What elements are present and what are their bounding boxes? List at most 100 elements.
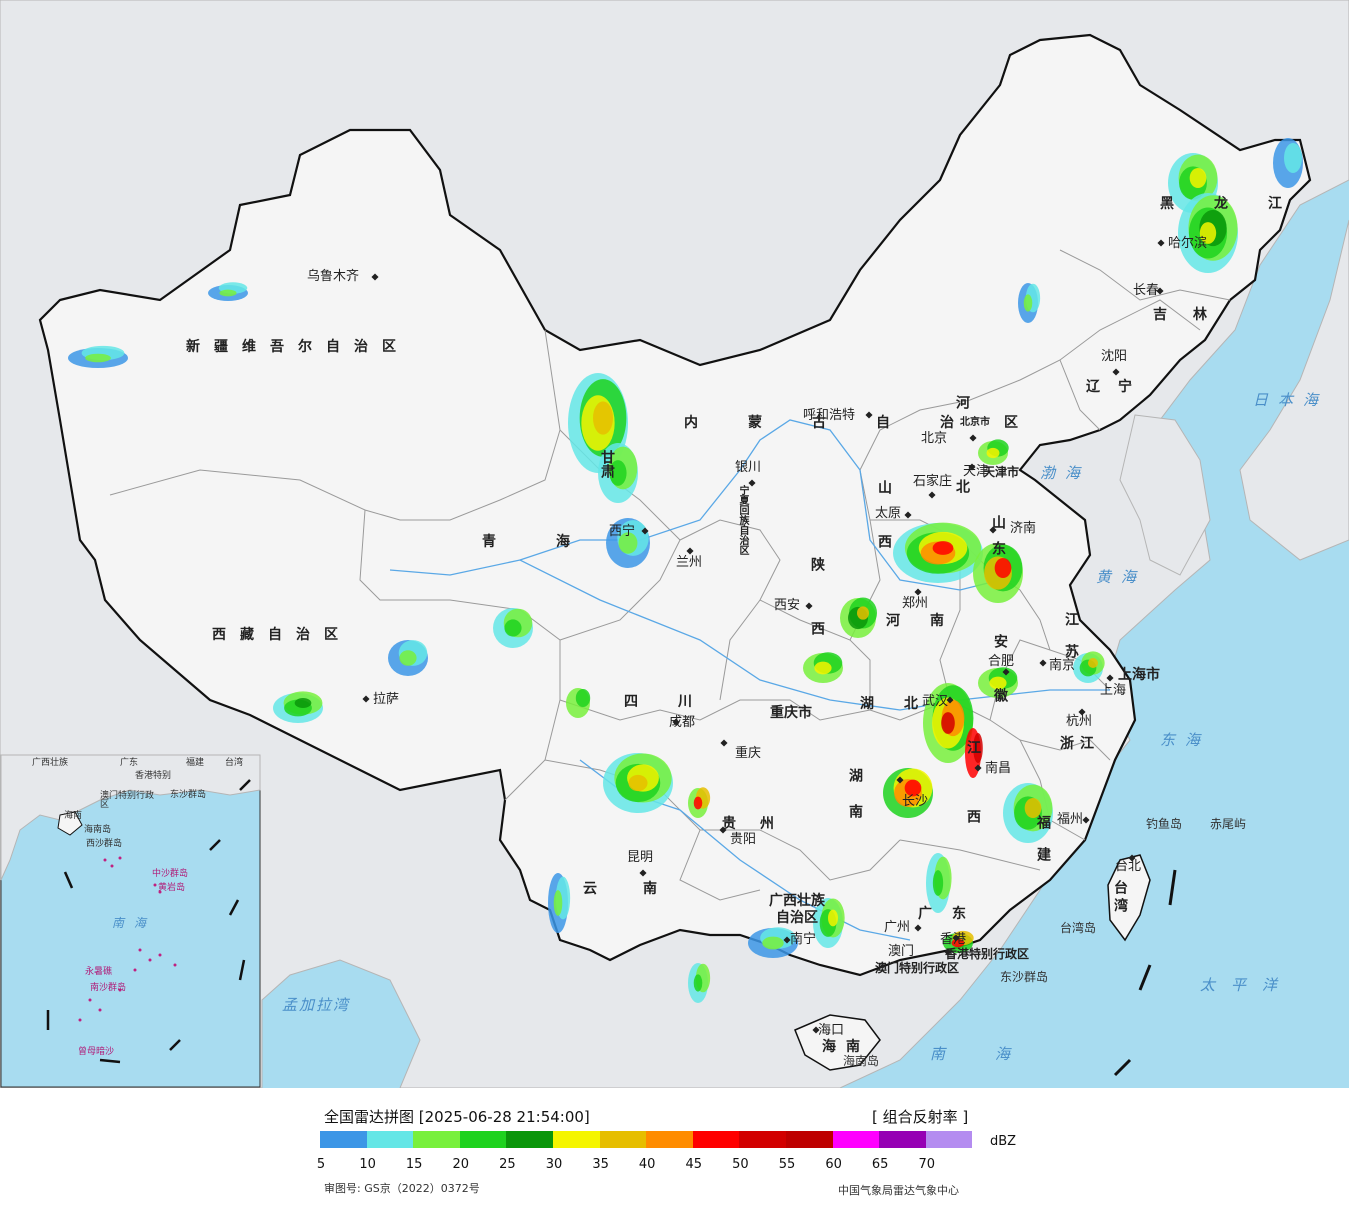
radar-echo — [762, 936, 784, 950]
tick-label: 20 — [452, 1157, 470, 1172]
radar-echo — [857, 606, 869, 620]
province-label: 广西壮族自治区 — [769, 893, 825, 926]
city-label: 北京 — [921, 431, 948, 446]
city-label: 哈尔滨 — [1168, 236, 1208, 251]
inset-label: 澳门特别行政区 — [100, 791, 155, 810]
city-marker — [914, 588, 922, 596]
province-label: 浙江 — [1060, 736, 1100, 752]
city-label: 乌鲁木齐 — [307, 269, 360, 284]
province-label: 青海 — [482, 534, 630, 550]
color-swatch — [552, 1131, 600, 1148]
inset-label: 黄岩岛 — [158, 883, 186, 893]
tick-label: 25 — [499, 1157, 516, 1172]
province-label: 内蒙古自治区 — [684, 415, 1068, 431]
inset-label: 中沙群岛 — [152, 869, 189, 879]
inset-label: 海南岛 — [84, 825, 112, 835]
city-label: 海口 — [818, 1023, 845, 1038]
color-swatch — [646, 1131, 693, 1148]
city-label: 银川 — [735, 460, 762, 475]
province-label: 重庆市 — [770, 705, 812, 721]
radar-echo — [973, 733, 983, 763]
city-marker — [946, 696, 954, 704]
product-name: [ 组合反射率 ] — [872, 1108, 969, 1126]
radar-echo — [932, 870, 944, 896]
city-marker — [362, 695, 370, 703]
taiwan-island — [1107, 854, 1151, 942]
radar-echo — [1284, 143, 1302, 173]
province-label: 甘肃 — [599, 450, 615, 478]
south-china-sea-inset — [0, 754, 261, 1088]
tick-label: 50 — [732, 1157, 749, 1172]
island-label: 钓鱼岛 — [1146, 817, 1183, 831]
province-label: 澳门特别行政区 — [875, 961, 960, 975]
color-swatch — [320, 1131, 367, 1148]
city-label: 天津 — [963, 464, 990, 479]
tick-label: 40 — [638, 1157, 656, 1172]
color-swatch — [785, 1131, 833, 1148]
inset-label: 海南 — [64, 811, 83, 821]
city-label: 南京 — [1049, 658, 1076, 673]
china-shape — [38, 33, 1312, 977]
city-label: 台北 — [1115, 859, 1142, 874]
credit-text: 中国气象局雷达气象中心 — [838, 1184, 959, 1197]
province-label: 福建 — [1035, 815, 1051, 879]
inset-label: 台湾 — [225, 758, 244, 768]
tick-label: 5 — [316, 1157, 326, 1172]
dash-line — [1113, 869, 1177, 1077]
city-marker — [672, 718, 680, 726]
city-marker — [989, 526, 997, 534]
tick-label: 65 — [871, 1157, 889, 1172]
province-label: 西藏自治区 — [212, 627, 352, 643]
tick-label: 10 — [359, 1157, 376, 1172]
inset-label: 福建 — [186, 758, 205, 768]
city-marker — [639, 869, 647, 877]
city-label: 长春 — [1133, 283, 1160, 298]
city-label: 福州 — [1057, 812, 1084, 827]
city-label: 澳门 — [888, 944, 915, 959]
province-label: 山西 — [876, 480, 892, 588]
province-label: 陕西 — [809, 557, 825, 685]
radar-echo — [814, 661, 832, 675]
city-marker — [686, 547, 694, 555]
province-label: 江苏 — [1063, 612, 1079, 676]
city-label: 太原 — [875, 506, 902, 521]
inset-label: 西沙群岛 — [86, 839, 123, 849]
city-label: 香港 — [940, 932, 967, 947]
color-swatch — [599, 1131, 647, 1148]
city-label: 杭州 — [1066, 714, 1093, 729]
city-marker — [719, 826, 727, 834]
radar-echo — [1088, 658, 1098, 668]
province-label: 河北 — [954, 395, 970, 563]
radar-echo — [593, 401, 613, 435]
city-label: 郑州 — [902, 596, 929, 611]
legend-panel: 全国雷达拼图 [2025-06-28 21:54:00] [ 组合反射率 ] d… — [0, 1088, 1349, 1208]
inset-label: 东沙群岛 — [170, 790, 207, 800]
color-swatch — [459, 1131, 507, 1148]
city-marker — [720, 739, 728, 747]
tick-label: 35 — [592, 1157, 609, 1172]
color-swatch — [925, 1131, 973, 1148]
province-label: 江西 — [965, 740, 981, 878]
japan-land — [1239, 219, 1349, 561]
color-swatch — [413, 1131, 460, 1148]
province-label: 宁夏回族自治区 — [737, 485, 748, 555]
color-swatch — [879, 1131, 926, 1148]
radar-echo — [399, 650, 417, 666]
radar-echo — [1189, 168, 1207, 188]
radar-echoes — [68, 138, 1303, 1003]
island-label: 东沙群岛 — [1000, 970, 1049, 984]
city-marker — [896, 776, 904, 784]
radar-echo — [932, 541, 954, 555]
sea-label: 太平洋 — [1200, 976, 1294, 994]
city-marker — [371, 273, 379, 281]
city-marker — [944, 948, 952, 956]
radar-echo — [904, 779, 922, 797]
legend-title: 全国雷达拼图 [2025-06-28 21:54:00] — [324, 1108, 590, 1126]
sea-label: 孟加拉湾 — [282, 996, 351, 1014]
tick-label: 30 — [545, 1157, 563, 1172]
radar-echo — [219, 289, 237, 297]
city-label: 昆明 — [627, 850, 654, 865]
island-label: 赤尾屿 — [1210, 817, 1247, 831]
province-label: 海南 — [822, 1039, 870, 1055]
province-label: 北京市 — [960, 417, 990, 428]
